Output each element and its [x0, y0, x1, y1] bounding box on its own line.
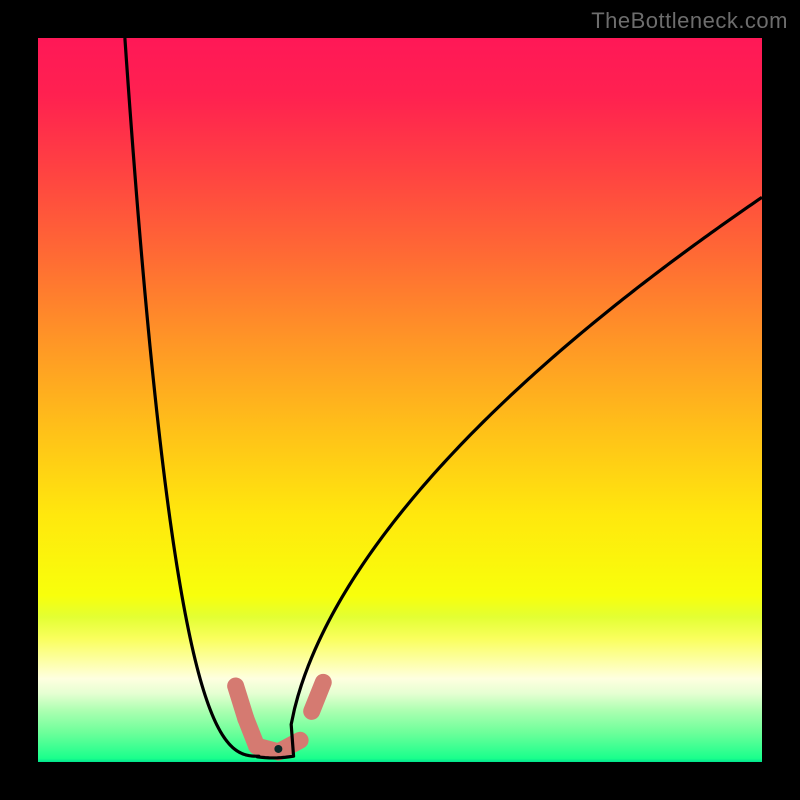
bottleneck-curve	[125, 38, 762, 758]
watermark-label: TheBottleneck.com	[591, 8, 788, 34]
marker-segment	[312, 682, 324, 711]
marker-group	[236, 682, 324, 752]
chart-root: TheBottleneck.com	[0, 0, 800, 800]
valley-dot	[274, 745, 282, 753]
svg-overlay	[0, 0, 800, 800]
